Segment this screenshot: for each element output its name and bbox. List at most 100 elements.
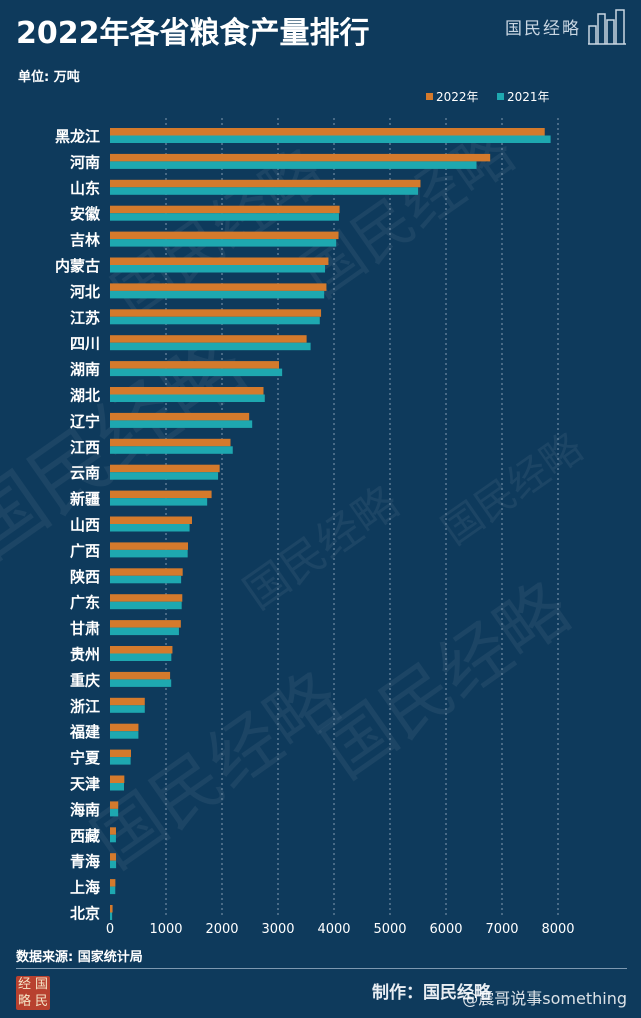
watermark-text: 国民经略 [235, 477, 408, 620]
brand-logo: 国民经略 [505, 6, 627, 46]
bar-2022 [110, 749, 131, 758]
bar-2022 [110, 128, 545, 136]
category-label: 江苏 [70, 309, 100, 327]
page-title: 2022年各省粮食产量排行 [16, 16, 370, 51]
bar-2022 [110, 490, 212, 499]
category-label: 青海 [70, 853, 100, 871]
bar-group [110, 128, 551, 920]
bar-2021 [110, 886, 116, 895]
category-label: 上海 [70, 879, 100, 897]
category-label: 吉林 [70, 231, 101, 249]
watermark-text: 国民经略 [434, 425, 591, 554]
bar-2022 [110, 775, 125, 783]
category-label: 陕西 [70, 568, 100, 586]
brand-name: 国民经略 [505, 18, 581, 39]
category-label: 内蒙古 [55, 257, 100, 275]
bar-2022 [110, 594, 183, 602]
x-tick-label: 0 [106, 922, 114, 937]
bar-2022 [110, 542, 189, 550]
bar-2021 [110, 368, 283, 377]
category-label: 湖南 [70, 361, 100, 379]
bar-2021 [110, 524, 190, 532]
bar-2021 [110, 213, 339, 221]
bar-2022 [110, 205, 340, 214]
bar-2022 [110, 879, 116, 887]
category-label: 安徽 [70, 205, 101, 223]
x-tick-labels: 0 1000 2000 3000 4000 5000 6000 7000 8000 [106, 922, 575, 937]
category-label: 重庆 [70, 671, 100, 689]
category-label: 四川 [70, 335, 100, 353]
category-label: 云南 [70, 464, 100, 482]
bar-2022 [110, 231, 339, 240]
legend: 2022年 2021年 [426, 90, 550, 104]
stamp-char: 略 [17, 994, 31, 1009]
seal-stamp: 经 国 略 民 [16, 976, 50, 1010]
bar-2021 [110, 731, 139, 739]
watermark-text: 国民经略 [78, 656, 354, 884]
category-label: 广西 [70, 542, 100, 560]
x-tick-label: 8000 [541, 922, 574, 937]
x-tick-label: 2000 [205, 922, 238, 937]
category-label: 广东 [70, 594, 100, 612]
bar-2021 [110, 316, 320, 325]
bar-2021 [110, 239, 337, 247]
bar-2021 [110, 265, 326, 273]
category-label: 山东 [70, 179, 100, 197]
bar-2021 [110, 783, 124, 791]
x-tick-label: 1000 [149, 922, 182, 937]
bar-2021 [110, 187, 419, 195]
legend-label-2022: 2022年 [436, 90, 479, 104]
watermark-text: 国民经略 [308, 566, 584, 794]
bar-2022 [110, 361, 280, 369]
bar-2021 [110, 679, 172, 687]
category-label: 黑龙江 [55, 128, 100, 146]
bar-2021 [110, 135, 551, 143]
bar-2021 [110, 808, 119, 817]
category-label: 山西 [70, 516, 100, 534]
bar-2022 [110, 697, 145, 706]
bar-2022 [110, 853, 116, 861]
bar-2022 [110, 905, 113, 913]
bar-2022 [110, 801, 119, 809]
credit-watermark: @震哥说事something [462, 989, 627, 1008]
bar-2021 [110, 912, 113, 920]
bar-2022 [110, 257, 329, 265]
bar-2022 [110, 620, 181, 628]
x-tick-label: 6000 [429, 922, 462, 937]
bar-2021 [110, 420, 253, 428]
x-tick-label: 5000 [373, 922, 406, 937]
bar-2021 [110, 601, 182, 610]
bar-2022 [110, 827, 116, 835]
bar-2021 [110, 498, 208, 506]
category-label: 天津 [70, 775, 100, 793]
bar-2021 [110, 860, 117, 869]
x-tick-label: 3000 [261, 922, 294, 937]
bar-2022 [110, 179, 421, 188]
bar-2021 [110, 575, 182, 584]
unit-label: 单位: 万吨 [18, 70, 80, 85]
category-label: 海南 [70, 801, 100, 819]
bar-2021 [110, 757, 131, 765]
bar-2022 [110, 412, 250, 421]
data-source: 数据来源: 国家统计局 [16, 950, 143, 965]
bar-2022 [110, 516, 192, 524]
category-label: 湖北 [70, 387, 100, 405]
bar-2021 [110, 653, 172, 661]
category-label: 浙江 [70, 697, 100, 715]
category-label: 新疆 [70, 490, 100, 508]
category-label: 宁夏 [70, 749, 101, 767]
bar-2022 [110, 309, 322, 317]
bar-2022 [110, 568, 183, 576]
stamp-char: 国 [34, 977, 48, 992]
bar-2022 [110, 438, 231, 447]
category-label: 西藏 [70, 827, 100, 845]
category-label: 河北 [70, 283, 100, 301]
bar-2022 [110, 464, 220, 473]
bar-2021 [110, 549, 188, 558]
category-label: 河南 [70, 153, 100, 171]
bar-2022 [110, 387, 264, 395]
bar-2021 [110, 705, 145, 713]
footer-divider [16, 968, 627, 969]
bar-2022 [110, 671, 171, 680]
bar-2021 [110, 627, 179, 636]
